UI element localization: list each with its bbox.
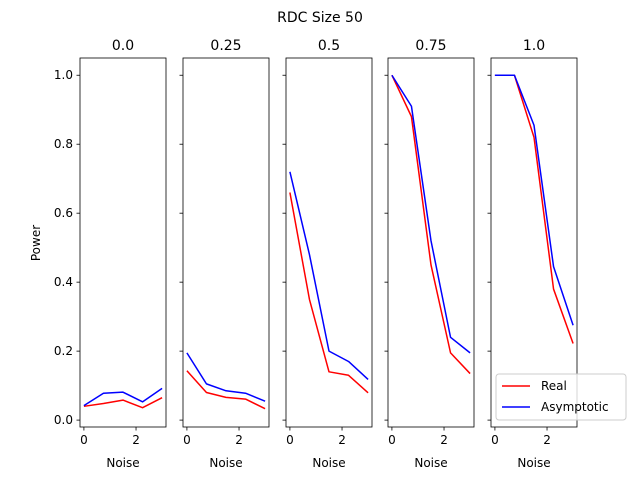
panel-title: 0.5 (318, 38, 340, 54)
panel-4: 1.0 0 2 Noise (487, 38, 578, 470)
y-tick-label: 0.6 (54, 206, 73, 220)
legend: Real Asymptotic (495, 373, 627, 421)
x-axis-label: Noise (209, 456, 242, 470)
series-line-real (186, 370, 266, 410)
panel-1: 0.25 0 2 Noise (179, 38, 270, 470)
x-tick-label: 2 (338, 433, 346, 447)
legend-label-asymptotic: Asymptotic (541, 400, 609, 414)
x-tick-label: 2 (440, 433, 448, 447)
series-line-real (391, 74, 471, 375)
panel-title: 1.0 (523, 38, 545, 54)
axes-frame (182, 57, 270, 428)
figure-title: RDC Size 50 (277, 10, 363, 26)
x-tick-label: 2 (543, 433, 551, 447)
y-tick-label: 0.0 (54, 413, 73, 427)
x-tick-label: 2 (132, 433, 140, 447)
y-tick-label: 0.8 (54, 137, 73, 151)
panel-2: 0.5 0 2 Noise (282, 38, 373, 470)
series-line-real (289, 192, 369, 394)
series-line-asymptotic (83, 387, 163, 407)
y-axis-label: Power (29, 225, 43, 261)
x-tick-label: 2 (235, 433, 243, 447)
x-axis-label: Noise (517, 456, 550, 470)
axes-frame (490, 57, 578, 428)
panel-title: 0.0 (112, 38, 134, 54)
panel-title: 0.75 (415, 38, 446, 54)
series-line-asymptotic (391, 74, 471, 354)
y-tick-label: 0.2 (54, 344, 73, 358)
x-tick-label: 0 (491, 433, 499, 447)
series-line-real (83, 397, 163, 409)
x-axis-label: Noise (312, 456, 345, 470)
axes-frame (79, 57, 167, 428)
x-tick-label: 0 (286, 433, 294, 447)
y-tick-label: 0.4 (54, 275, 73, 289)
x-tick-label: 0 (388, 433, 396, 447)
series-line-asymptotic (186, 352, 266, 402)
series-line-asymptotic (494, 74, 574, 326)
panel-0: 0.0 0.0 0.2 0.4 0.6 0.8 1.0 0 2 Noise (54, 38, 167, 470)
legend-label-real: Real (541, 379, 567, 393)
x-axis-label: Noise (414, 456, 447, 470)
axes-frame (285, 57, 373, 428)
axes-frame (387, 57, 475, 428)
panel-title: 0.25 (210, 38, 241, 54)
y-tick-label: 1.0 (54, 68, 73, 82)
series-line-asymptotic (289, 171, 369, 380)
panel-3: 0.75 0 2 Noise (384, 38, 475, 470)
x-axis-label: Noise (106, 456, 139, 470)
x-tick-label: 0 (183, 433, 191, 447)
x-tick-label: 0 (80, 433, 88, 447)
